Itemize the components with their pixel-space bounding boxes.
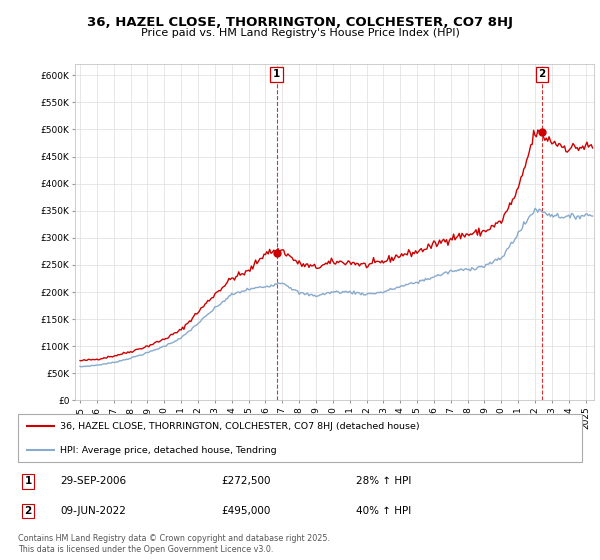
Text: £495,000: £495,000 — [221, 506, 271, 516]
FancyBboxPatch shape — [18, 414, 582, 462]
Text: Contains HM Land Registry data © Crown copyright and database right 2025.
This d: Contains HM Land Registry data © Crown c… — [18, 534, 330, 553]
Text: 2: 2 — [538, 69, 545, 80]
Text: 29-SEP-2006: 29-SEP-2006 — [60, 477, 127, 487]
Text: 1: 1 — [273, 69, 280, 80]
Text: 36, HAZEL CLOSE, THORRINGTON, COLCHESTER, CO7 8HJ (detached house): 36, HAZEL CLOSE, THORRINGTON, COLCHESTER… — [60, 422, 420, 431]
Text: £272,500: £272,500 — [221, 477, 271, 487]
Text: 2: 2 — [25, 506, 32, 516]
Text: 36, HAZEL CLOSE, THORRINGTON, COLCHESTER, CO7 8HJ: 36, HAZEL CLOSE, THORRINGTON, COLCHESTER… — [87, 16, 513, 29]
Text: 1: 1 — [25, 477, 32, 487]
Text: HPI: Average price, detached house, Tendring: HPI: Average price, detached house, Tend… — [60, 446, 277, 455]
Text: 40% ↑ HPI: 40% ↑ HPI — [356, 506, 412, 516]
Text: 28% ↑ HPI: 28% ↑ HPI — [356, 477, 412, 487]
Text: 09-JUN-2022: 09-JUN-2022 — [60, 506, 126, 516]
Text: Price paid vs. HM Land Registry's House Price Index (HPI): Price paid vs. HM Land Registry's House … — [140, 28, 460, 38]
